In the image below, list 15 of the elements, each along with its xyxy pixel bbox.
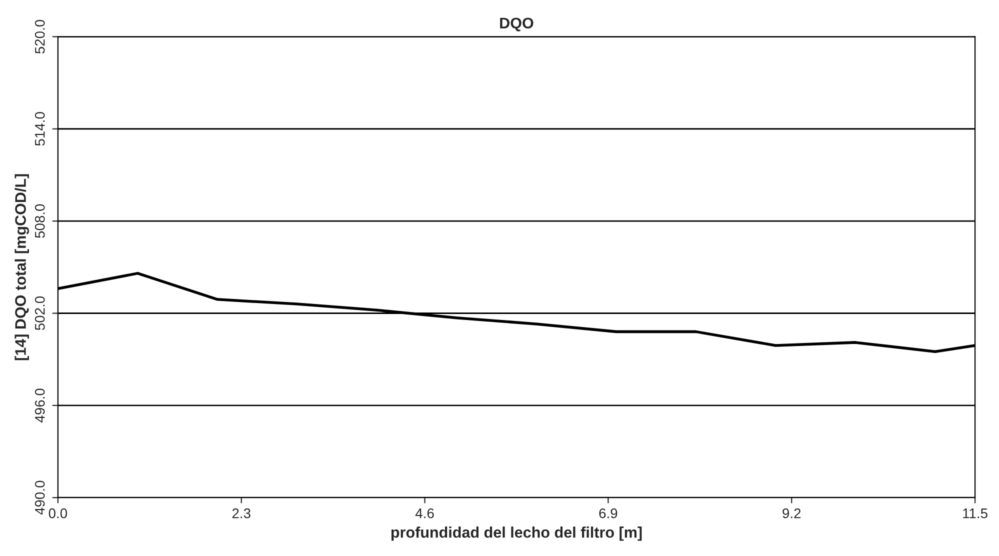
x-tick-label: 4.6 <box>415 508 434 518</box>
y-tick-label: 502.0 <box>34 296 45 330</box>
x-axis-title: profundidad del lecho del filtro [m] <box>391 526 642 541</box>
x-tick-label: 0.0 <box>48 508 68 518</box>
x-tick-label: 9.2 <box>782 508 801 518</box>
y-tick-label: 490.0 <box>34 480 45 515</box>
x-tick-label: 6.9 <box>599 508 618 518</box>
y-tick-label: 520.0 <box>34 20 45 54</box>
chart-title: DQO <box>500 18 534 32</box>
x-tick-label: 11.5 <box>963 508 988 518</box>
y-tick-label: 514.0 <box>34 112 45 146</box>
y-axis-title: [14] DQO total [mgCOD/L] <box>14 174 30 360</box>
y-tick-label: 496.0 <box>34 388 45 422</box>
y-tick-label: 508.0 <box>34 204 45 238</box>
x-tick-label: 2.3 <box>232 508 250 518</box>
